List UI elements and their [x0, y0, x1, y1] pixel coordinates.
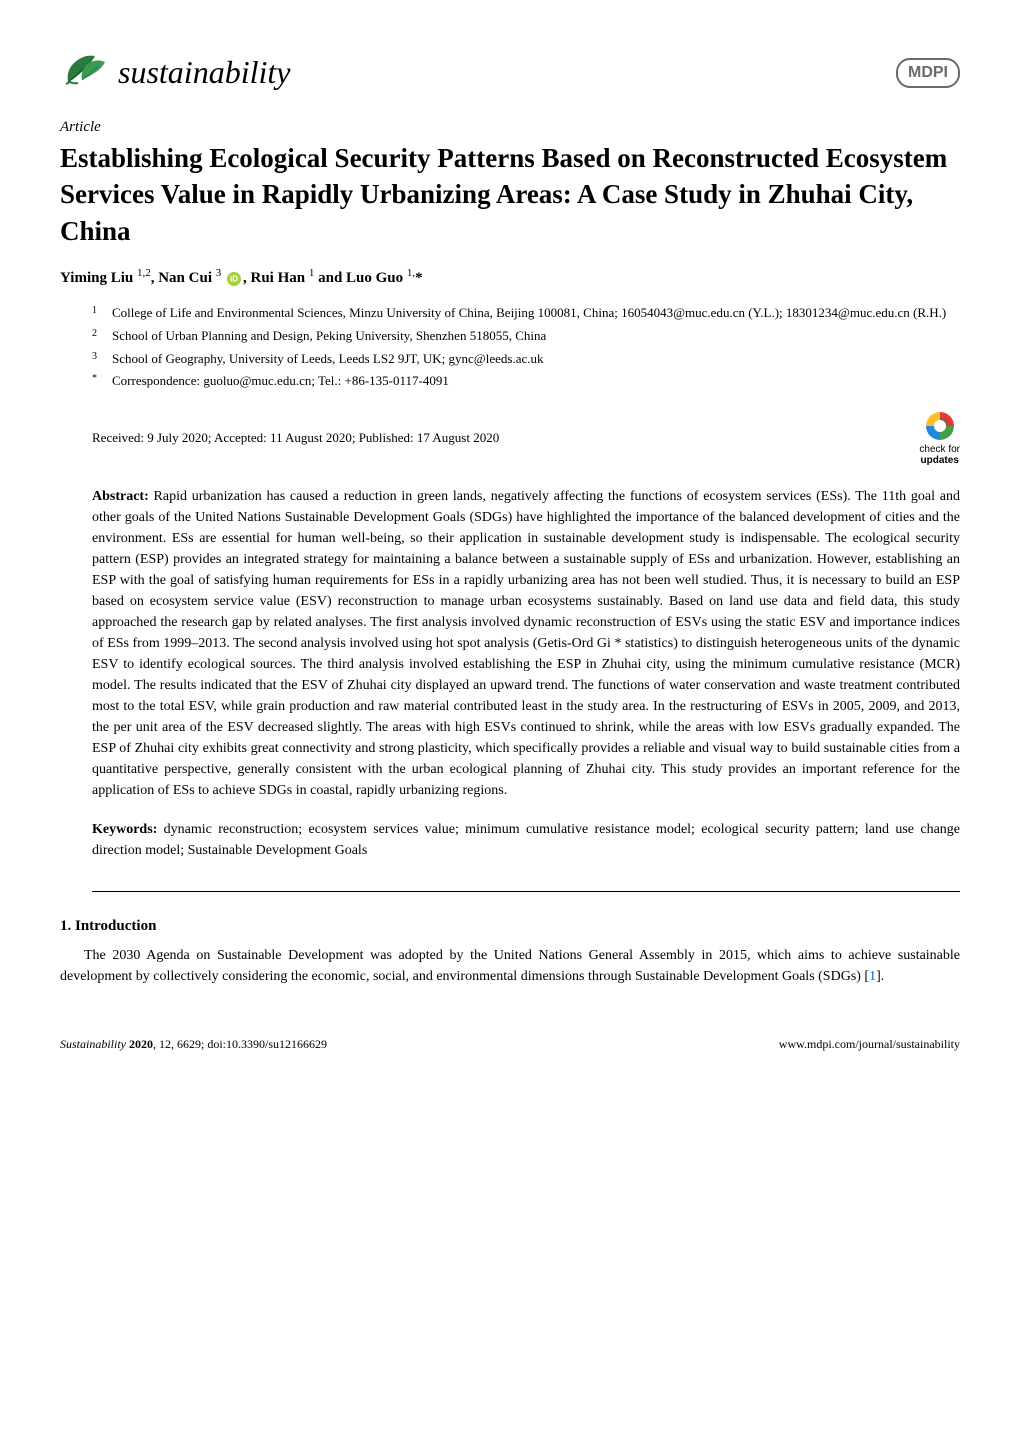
page-footer: Sustainability 2020, 12, 6629; doi:10.33… — [60, 1037, 960, 1052]
keywords-text: dynamic reconstruction; ecosystem servic… — [92, 822, 960, 858]
affiliation-marker: 3 — [92, 349, 112, 370]
article-type: Article — [60, 119, 960, 136]
affiliation-marker: 2 — [92, 326, 112, 347]
affiliation-text: School of Urban Planning and Design, Pek… — [112, 326, 546, 347]
footer-journal: Sustainability — [60, 1037, 129, 1051]
abstract-block: Abstract: Rapid urbanization has caused … — [92, 486, 960, 801]
footer-citation: , 12, 6629; doi:10.3390/su12166629 — [153, 1037, 327, 1051]
footer-right[interactable]: www.mdpi.com/journal/sustainability — [779, 1037, 960, 1052]
affiliation-text: College of Life and Environmental Scienc… — [112, 303, 946, 324]
affiliation-row: *Correspondence: guoluo@muc.edu.cn; Tel.… — [92, 371, 960, 392]
affiliation-marker: 1 — [92, 303, 112, 324]
affiliation-marker: * — [92, 371, 112, 392]
affiliation-text: School of Geography, University of Leeds… — [112, 349, 543, 370]
intro-text-part1: The 2030 Agenda on Sustainable Developme… — [60, 948, 960, 984]
affiliation-row: 3School of Geography, University of Leed… — [92, 349, 960, 370]
authors-line: Yiming Liu 1,2, Nan Cui 3 , Rui Han 1 an… — [60, 267, 960, 287]
keywords-label: Keywords: — [92, 822, 157, 837]
header-row: sustainability MDPI — [60, 50, 960, 95]
footer-left: Sustainability 2020, 12, 6629; doi:10.33… — [60, 1037, 327, 1052]
keywords-block: Keywords: dynamic reconstruction; ecosys… — [92, 819, 960, 861]
affiliation-row: 1College of Life and Environmental Scien… — [92, 303, 960, 324]
journal-name: sustainability — [118, 54, 290, 91]
abstract-text: Rapid urbanization has caused a reductio… — [92, 489, 960, 798]
abstract-label: Abstract: — [92, 489, 149, 504]
check-updates-line1: check for — [919, 444, 960, 455]
check-for-updates-badge[interactable]: check for updates — [919, 410, 960, 466]
affiliations-block: 1College of Life and Environmental Scien… — [92, 303, 960, 392]
intro-paragraph: The 2030 Agenda on Sustainable Developme… — [60, 945, 960, 987]
affiliation-row: 2School of Urban Planning and Design, Pe… — [92, 326, 960, 347]
check-updates-line2: updates — [919, 455, 960, 466]
mdpi-logo: MDPI — [896, 58, 960, 88]
journal-logo: sustainability — [60, 50, 290, 95]
section-divider — [92, 891, 960, 892]
footer-year: 2020 — [129, 1037, 153, 1051]
section-1-heading: 1. Introduction — [60, 918, 960, 935]
leaf-icon — [60, 50, 110, 95]
publication-dates: Received: 9 July 2020; Accepted: 11 Augu… — [92, 430, 499, 446]
check-updates-icon — [924, 410, 956, 442]
dates-row: Received: 9 July 2020; Accepted: 11 Augu… — [92, 410, 960, 466]
article-title: Establishing Ecological Security Pattern… — [60, 140, 960, 249]
affiliation-text: Correspondence: guoluo@muc.edu.cn; Tel.:… — [112, 371, 449, 392]
mdpi-text: MDPI — [908, 64, 948, 82]
footer-url[interactable]: www.mdpi.com/journal/sustainability — [779, 1037, 960, 1051]
intro-text-part2: ]. — [876, 969, 884, 984]
